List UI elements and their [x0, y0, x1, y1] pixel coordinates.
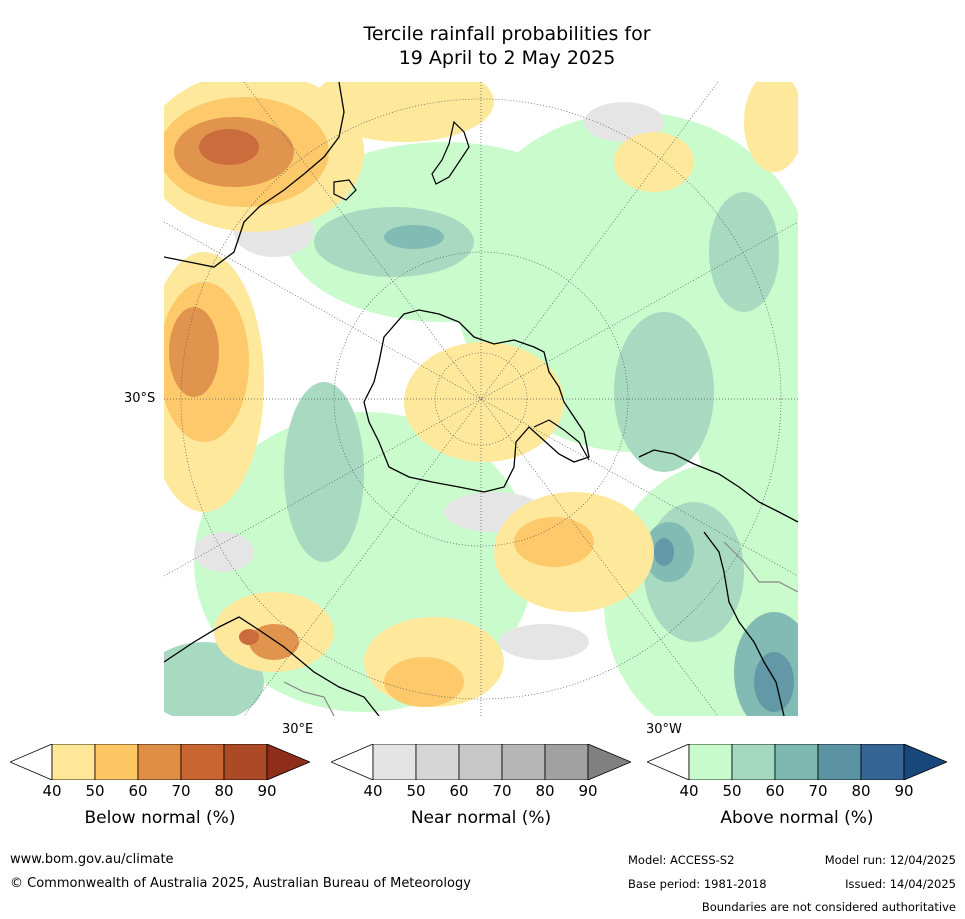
- cb-near-1: [372, 743, 417, 781]
- tick-near-40: 40: [363, 782, 383, 800]
- lat-label-30s: 30°S: [124, 391, 156, 406]
- cb-below-3: [137, 743, 182, 781]
- cb-near-2: [415, 743, 460, 781]
- tick-below-80: 80: [214, 782, 234, 800]
- legend-caption-above: Above normal (%): [720, 808, 874, 828]
- legend-above-normal: 40 50 60 70 80 90 Above normal (%): [645, 743, 949, 828]
- model-name: Model: ACCESS-S2: [628, 853, 735, 867]
- south-america-border: [723, 541, 798, 593]
- issued-date: Issued: 14/04/2025: [845, 877, 956, 891]
- colorbar-near: [329, 743, 633, 781]
- cb-below-4: [180, 743, 225, 781]
- cb-near-4: [501, 743, 546, 781]
- legend-caption-below: Below normal (%): [84, 808, 236, 828]
- cb-above-5: [860, 743, 905, 781]
- tick-near-80: 80: [535, 782, 555, 800]
- cb-above-0: [645, 743, 690, 781]
- cb-below-5: [223, 743, 268, 781]
- base-period: Base period: 1981-2018: [628, 877, 767, 891]
- tick-below-40: 40: [42, 782, 62, 800]
- cb-near-6: [587, 743, 633, 781]
- tick-below-60: 60: [128, 782, 148, 800]
- cb-below-0: [8, 743, 53, 781]
- cb-above-1: [688, 743, 733, 781]
- map-title: Tercile rainfall probabilities for 19 Ap…: [0, 22, 965, 70]
- colorbar-below: [8, 743, 312, 781]
- tick-above-70: 70: [808, 782, 828, 800]
- new-zealand-coast: [431, 120, 470, 185]
- tick-above-90: 90: [894, 782, 914, 800]
- cb-near-0: [329, 743, 374, 781]
- tasmania-coast: [333, 179, 357, 201]
- tick-above-80: 80: [851, 782, 871, 800]
- title-line-2: 19 April to 2 May 2025: [398, 47, 616, 69]
- cb-above-4: [817, 743, 862, 781]
- legend-below-normal: 40 50 60 70 80 90 Below normal (%): [8, 743, 312, 828]
- website-link[interactable]: www.bom.gov.au/climate: [10, 852, 174, 867]
- legend-caption-near: Near normal (%): [410, 808, 552, 828]
- tick-near-90: 90: [578, 782, 598, 800]
- disclaimer: Boundaries are not considered authoritat…: [701, 900, 956, 914]
- tick-below-70: 70: [171, 782, 191, 800]
- antarctic-peninsula: [533, 419, 590, 461]
- tick-above-40: 40: [679, 782, 699, 800]
- graticule: [164, 82, 798, 716]
- cb-below-1: [51, 743, 96, 781]
- africa-coast: [164, 616, 380, 716]
- map-svg: [164, 82, 798, 716]
- probability-field: [164, 82, 798, 716]
- cb-near-5: [544, 743, 589, 781]
- cb-above-2: [731, 743, 776, 781]
- cb-below-6: [266, 743, 312, 781]
- cb-near-3: [458, 743, 503, 781]
- colorbar-above: [645, 743, 949, 781]
- title-line-1: Tercile rainfall probabilities for: [363, 23, 651, 45]
- tick-near-60: 60: [449, 782, 469, 800]
- lon-label-30w: 30°W: [646, 722, 682, 737]
- south-america-coast: [638, 449, 798, 523]
- africa-border: [283, 681, 335, 716]
- cb-below-2: [94, 743, 139, 781]
- australia-coast: [164, 82, 345, 268]
- copyright-text: © Commonwealth of Australia 2025, Austra…: [10, 876, 471, 891]
- cb-above-3: [774, 743, 819, 781]
- model-run: Model run: 12/04/2025: [824, 853, 956, 867]
- lon-label-30e: 30°E: [282, 722, 314, 737]
- tick-near-70: 70: [492, 782, 512, 800]
- tick-near-50: 50: [406, 782, 426, 800]
- tick-below-50: 50: [85, 782, 105, 800]
- cb-above-6: [903, 743, 949, 781]
- polar-map[interactable]: [164, 82, 798, 716]
- south-america-coast-2: [703, 531, 785, 716]
- antarctica-coast: [363, 309, 590, 493]
- tick-above-50: 50: [722, 782, 742, 800]
- tick-above-60: 60: [765, 782, 785, 800]
- legend-near-normal: 40 50 60 70 80 90 Near normal (%): [329, 743, 633, 828]
- tick-below-90: 90: [257, 782, 277, 800]
